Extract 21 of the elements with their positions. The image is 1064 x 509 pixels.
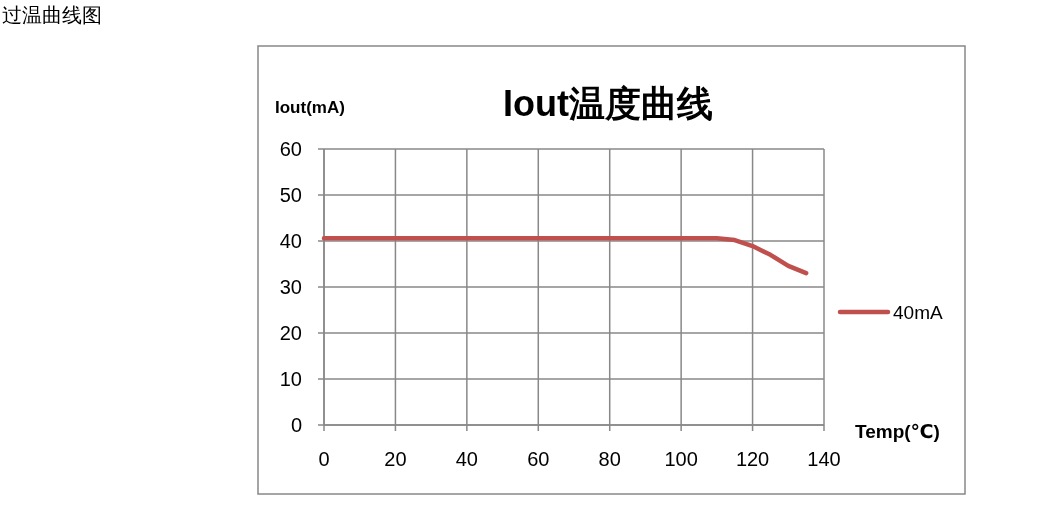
y-tick-label: 20 bbox=[279, 322, 302, 344]
x-tick-label: 140 bbox=[807, 448, 841, 470]
x-tick-label: 80 bbox=[598, 448, 621, 470]
y-tick-label: 60 bbox=[279, 138, 302, 160]
x-tick-label: 120 bbox=[735, 448, 770, 470]
y-axis-title: Iout(mA) bbox=[275, 98, 345, 117]
y-tick-label: 50 bbox=[279, 184, 302, 206]
legend-label: 40mA bbox=[893, 302, 943, 323]
y-tick-label: 30 bbox=[279, 276, 302, 298]
x-tick-label: 60 bbox=[527, 448, 550, 470]
x-tick-label: 0 bbox=[318, 448, 330, 470]
y-tick-label: 0 bbox=[290, 414, 302, 436]
text: 过温曲线图 bbox=[2, 3, 102, 27]
x-tick-label: 40 bbox=[455, 448, 478, 470]
x-tick-label: 20 bbox=[384, 448, 407, 470]
x-tick-label: 100 bbox=[664, 448, 698, 470]
y-tick-label: 10 bbox=[279, 368, 302, 390]
line-series bbox=[321, 235, 809, 276]
y-tick-label: 40 bbox=[279, 230, 302, 252]
x-axis-title: Temp(℃) bbox=[855, 421, 940, 442]
chart-title: Iout温度曲线 bbox=[503, 83, 713, 124]
